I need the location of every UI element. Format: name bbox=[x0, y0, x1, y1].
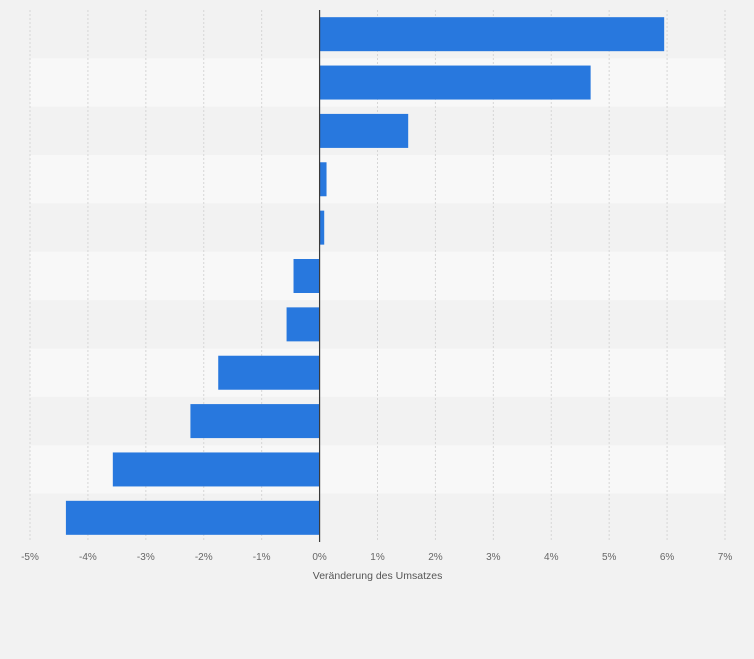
bar bbox=[319, 17, 665, 52]
x-tick-label: 0% bbox=[312, 552, 327, 563]
x-tick-label: -2% bbox=[195, 552, 213, 563]
x-axis-title: Veränderung des Umsatzes bbox=[313, 570, 443, 582]
row-band bbox=[30, 300, 725, 349]
row-band bbox=[30, 396, 725, 446]
x-tick-label: 4% bbox=[544, 552, 559, 563]
bar bbox=[218, 355, 320, 390]
bars bbox=[65, 17, 665, 535]
x-tick-label: 1% bbox=[370, 552, 385, 563]
bar bbox=[286, 307, 320, 342]
x-tick-label: -1% bbox=[253, 552, 271, 563]
x-tick-label: 7% bbox=[718, 552, 733, 563]
x-tick-label: -3% bbox=[137, 552, 155, 563]
bar bbox=[293, 259, 320, 293]
x-tick-label: 2% bbox=[428, 552, 443, 563]
x-tick-label: -5% bbox=[21, 552, 39, 563]
bar bbox=[319, 65, 591, 100]
bar bbox=[319, 210, 325, 245]
x-tick-labels: -5% -4% -3% -2% -1% 0% 1% 2% 3% 4% 5% 6% 7% bbox=[21, 552, 732, 563]
bar bbox=[190, 404, 320, 439]
x-tick-label: 5% bbox=[602, 552, 617, 563]
bar bbox=[65, 500, 320, 535]
row-band bbox=[30, 348, 725, 397]
x-tick-label: 6% bbox=[660, 552, 675, 563]
bar bbox=[319, 113, 409, 148]
x-tick-label: -4% bbox=[79, 552, 97, 563]
bar bbox=[319, 162, 327, 197]
bar bbox=[112, 452, 320, 487]
x-tick-label: 3% bbox=[486, 552, 501, 563]
